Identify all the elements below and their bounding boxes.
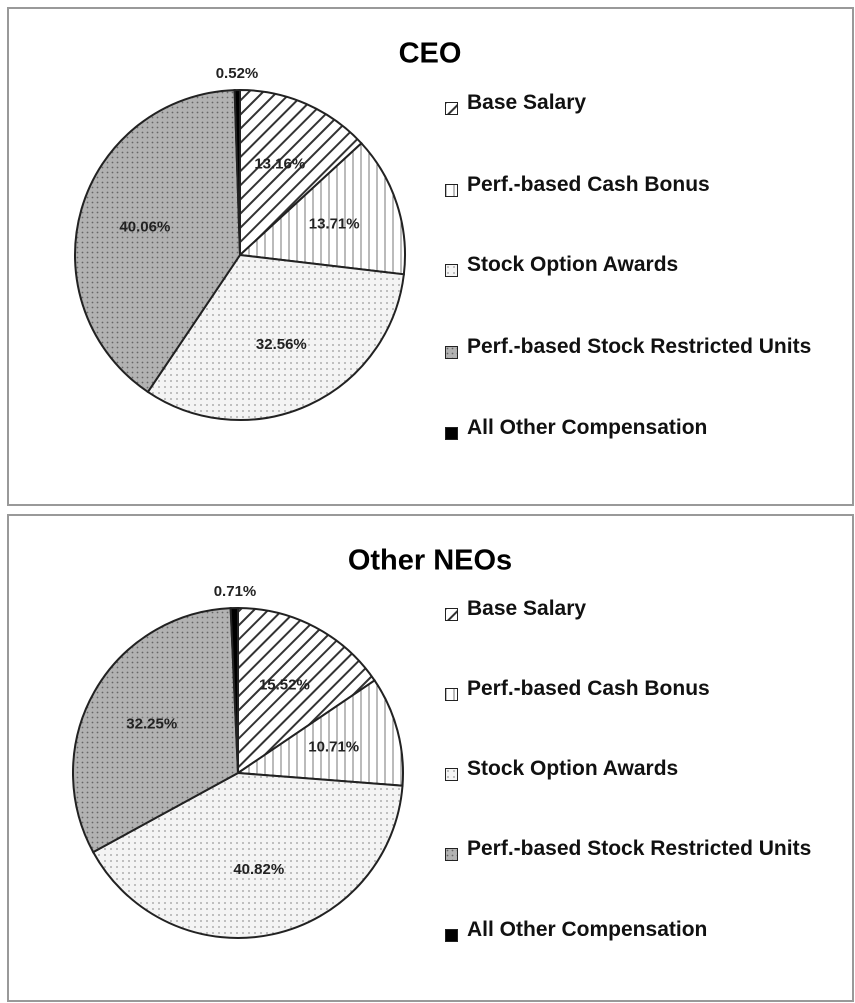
pie-slice xyxy=(237,606,376,775)
legend-label: All Other Compensation xyxy=(467,918,708,941)
chart-title: Other NEOs xyxy=(348,545,512,577)
pie-slice xyxy=(74,89,242,394)
data-label: 0.52% xyxy=(216,65,259,82)
data-label: 32.25% xyxy=(126,715,177,732)
pie-slice xyxy=(229,606,239,774)
legend-swatch xyxy=(445,258,458,277)
legend-entry: Base Salary xyxy=(445,596,855,622)
pie-slice xyxy=(91,771,404,939)
legend-entry: Stock Option Awards xyxy=(445,252,855,278)
pie-slice xyxy=(146,253,405,421)
data-label: 13.16% xyxy=(254,155,305,172)
data-label: 15.52% xyxy=(259,677,310,694)
legend-label: Stock Option Awards xyxy=(467,253,679,276)
legend-swatch xyxy=(445,762,458,781)
legend-label: Base Salary xyxy=(467,597,587,620)
legend-swatch xyxy=(445,178,458,197)
legend-entry: Perf.-based Cash Bonus xyxy=(445,676,855,702)
data-label: 40.82% xyxy=(233,861,284,878)
data-label: 0.71% xyxy=(214,583,257,600)
legend-swatch xyxy=(445,682,458,701)
legend-label: Perf.-based Cash Bonus xyxy=(467,677,710,700)
pie-slice xyxy=(72,607,240,854)
panel xyxy=(7,7,854,506)
legend-swatch xyxy=(445,340,458,359)
legend-entry: Perf.-based Stock Restricted Units xyxy=(445,836,855,862)
legend-entry: Stock Option Awards xyxy=(445,756,855,782)
panel xyxy=(7,514,854,1002)
legend-entry: Perf.-based Stock Restricted Units xyxy=(445,334,855,360)
legend-label: Stock Option Awards xyxy=(467,757,679,780)
pie-slice xyxy=(237,141,406,276)
chart-title: CEO xyxy=(399,38,462,70)
legend-swatch xyxy=(445,602,458,621)
pie-slice xyxy=(235,679,404,787)
pie-slice xyxy=(233,88,241,256)
data-label: 13.71% xyxy=(309,215,360,232)
legend-swatch xyxy=(445,842,458,861)
legend-label: Perf.-based Cash Bonus xyxy=(467,173,710,196)
legend-entry: All Other Compensation xyxy=(445,917,855,943)
legend-label: Perf.-based Stock Restricted Units xyxy=(467,335,812,358)
legend-entry: Perf.-based Cash Bonus xyxy=(445,172,855,198)
legend-swatch xyxy=(445,96,458,115)
legend-entry: All Other Compensation xyxy=(445,415,855,441)
pie-slice xyxy=(239,88,363,258)
legend-label: All Other Compensation xyxy=(467,416,708,439)
legend-label: Base Salary xyxy=(467,91,587,114)
legend-entry: Base Salary xyxy=(445,90,855,116)
data-label: 10.71% xyxy=(308,739,359,756)
data-label: 32.56% xyxy=(256,336,307,353)
legend-swatch xyxy=(445,923,458,942)
data-label: 40.06% xyxy=(119,219,170,236)
legend-swatch xyxy=(445,421,458,440)
legend-label: Perf.-based Stock Restricted Units xyxy=(467,837,812,860)
